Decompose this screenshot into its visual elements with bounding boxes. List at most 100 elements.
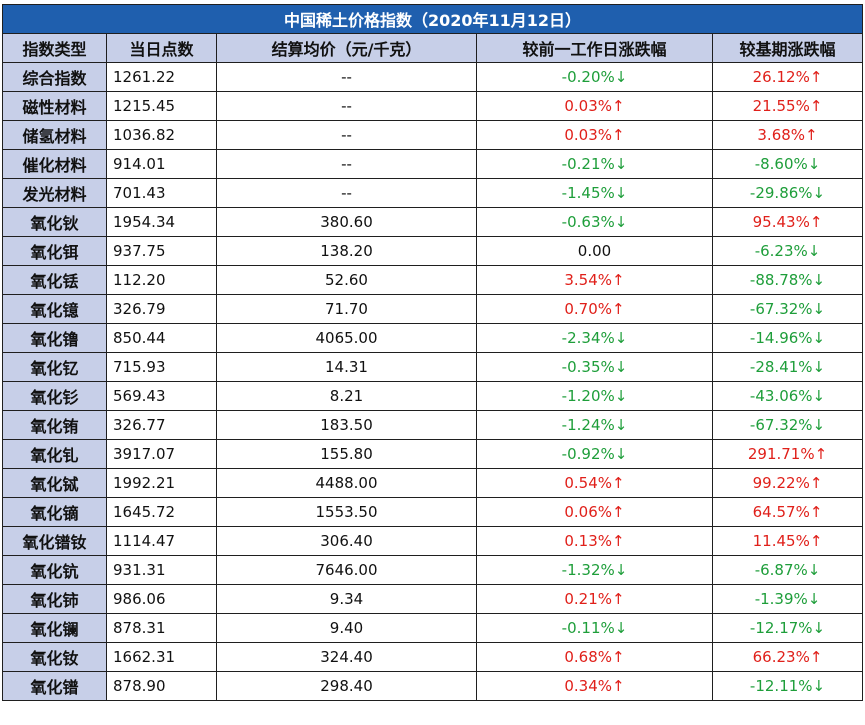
row-change-base: -1.39%↓: [711, 584, 864, 614]
row-settlement-price: 324.40: [216, 642, 477, 672]
table-body: 综合指数 1261.22 -- -0.20%↓ 26.12%↑ 磁性材料 1215.45 --…: [2, 62, 864, 701]
row-change-base: 64.57%↑: [711, 497, 864, 527]
row-change-base: -8.60%↓: [711, 149, 864, 179]
row-change-base: -88.78%↓: [711, 265, 864, 295]
row-name: 氧化镝: [2, 497, 107, 527]
header-change-base: 较基期涨跌幅: [711, 33, 864, 63]
table-row: 储氢材料 1036.82 -- 0.03%↑ 3.68%↑: [2, 120, 864, 150]
row-change-base: 99.22%↑: [711, 468, 864, 498]
row-name: 氧化铥: [2, 265, 107, 295]
row-index-points: 937.75: [106, 236, 217, 266]
row-name: 氧化钪: [2, 555, 107, 585]
row-change-prev-day: 3.54%↑: [476, 265, 713, 295]
header-change-prev-day: 较前一工作日涨跌幅: [476, 33, 713, 63]
row-index-points: 326.79: [106, 294, 217, 324]
row-change-prev-day: -0.21%↓: [476, 149, 713, 179]
table-row: 综合指数 1261.22 -- -0.20%↓ 26.12%↑: [2, 62, 864, 92]
row-index-points: 701.43: [106, 178, 217, 208]
row-change-prev-day: 0.03%↑: [476, 120, 713, 150]
row-index-points: 326.77: [106, 410, 217, 440]
row-name: 氧化镨钕: [2, 526, 107, 556]
table-row: 氧化铒 937.75 138.20 0.00 -6.23%↓: [2, 236, 864, 266]
row-name: 氧化钇: [2, 352, 107, 382]
row-change-prev-day: 0.34%↑: [476, 671, 713, 701]
row-settlement-price: --: [216, 178, 477, 208]
title-row: 中国稀土价格指数（2020年11月12日）: [1, 4, 864, 34]
table-row: 氧化镨 878.90 298.40 0.34%↑ -12.11%↓: [2, 671, 864, 701]
table-row: 氧化钪 931.31 7646.00 -1.32%↓ -6.87%↓: [2, 555, 864, 585]
row-change-base: -28.41%↓: [711, 352, 864, 382]
row-index-points: 986.06: [106, 584, 217, 614]
row-name: 氧化镱: [2, 294, 107, 324]
row-index-points: 1261.22: [106, 62, 217, 92]
row-change-base: 291.71%↑: [711, 439, 864, 469]
row-change-prev-day: -1.20%↓: [476, 381, 713, 411]
row-settlement-price: --: [216, 149, 477, 179]
row-index-points: 1645.72: [106, 497, 217, 527]
row-change-prev-day: -0.11%↓: [476, 613, 713, 643]
row-index-points: 878.90: [106, 671, 217, 701]
row-settlement-price: 298.40: [216, 671, 477, 701]
row-change-prev-day: -1.24%↓: [476, 410, 713, 440]
row-change-base: -6.87%↓: [711, 555, 864, 585]
table-title: 中国稀土价格指数（2020年11月12日）: [1, 4, 864, 34]
row-settlement-price: 138.20: [216, 236, 477, 266]
row-name: 氧化钬: [2, 207, 107, 237]
table-row: 磁性材料 1215.45 -- 0.03%↑ 21.55%↑: [2, 91, 864, 121]
row-index-points: 1662.31: [106, 642, 217, 672]
row-change-base: 3.68%↑: [711, 120, 864, 150]
row-change-prev-day: 0.03%↑: [476, 91, 713, 121]
row-change-base: 21.55%↑: [711, 91, 864, 121]
row-name: 氧化镨: [2, 671, 107, 701]
row-settlement-price: --: [216, 120, 477, 150]
row-index-points: 931.31: [106, 555, 217, 585]
table-row: 氧化铥 112.20 52.60 3.54%↑ -88.78%↓: [2, 265, 864, 295]
row-settlement-price: 14.31: [216, 352, 477, 382]
row-index-points: 914.01: [106, 149, 217, 179]
row-settlement-price: 71.70: [216, 294, 477, 324]
row-settlement-price: 306.40: [216, 526, 477, 556]
row-index-points: 3917.07: [106, 439, 217, 469]
header-row: 指数类型 当日点数 结算均价（元/千克） 较前一工作日涨跌幅 较基期涨跌幅: [2, 33, 864, 63]
row-settlement-price: 1553.50: [216, 497, 477, 527]
row-change-base: -12.11%↓: [711, 671, 864, 701]
row-change-prev-day: -0.63%↓: [476, 207, 713, 237]
table-row: 氧化镥 850.44 4065.00 -2.34%↓ -14.96%↓: [2, 323, 864, 353]
table-row: 发光材料 701.43 -- -1.45%↓ -29.86%↓: [2, 178, 864, 208]
row-change-prev-day: 0.06%↑: [476, 497, 713, 527]
row-change-prev-day: 0.68%↑: [476, 642, 713, 672]
row-index-points: 112.20: [106, 265, 217, 295]
row-name: 磁性材料: [2, 91, 107, 121]
table-row: 氧化铽 1992.21 4488.00 0.54%↑ 99.22%↑: [2, 468, 864, 498]
table-row: 氧化钆 3917.07 155.80 -0.92%↓ 291.71%↑: [2, 439, 864, 469]
row-name: 氧化钆: [2, 439, 107, 469]
row-change-prev-day: 0.21%↑: [476, 584, 713, 614]
row-change-prev-day: 0.00: [476, 236, 713, 266]
row-name: 催化材料: [2, 149, 107, 179]
row-change-base: -12.17%↓: [711, 613, 864, 643]
table-row: 氧化镱 326.79 71.70 0.70%↑ -67.32%↓: [2, 294, 864, 324]
row-index-points: 1992.21: [106, 468, 217, 498]
row-name: 氧化铽: [2, 468, 107, 498]
table-row: 氧化钐 569.43 8.21 -1.20%↓ -43.06%↓: [2, 381, 864, 411]
row-settlement-price: 7646.00: [216, 555, 477, 585]
row-index-points: 1036.82: [106, 120, 217, 150]
row-name: 发光材料: [2, 178, 107, 208]
row-change-base: -43.06%↓: [711, 381, 864, 411]
row-name: 氧化铕: [2, 410, 107, 440]
row-index-points: 569.43: [106, 381, 217, 411]
row-change-prev-day: -2.34%↓: [476, 323, 713, 353]
table-row: 氧化钇 715.93 14.31 -0.35%↓ -28.41%↓: [2, 352, 864, 382]
row-settlement-price: 4065.00: [216, 323, 477, 353]
row-change-base: -67.32%↓: [711, 410, 864, 440]
row-settlement-price: 8.21: [216, 381, 477, 411]
row-settlement-price: 155.80: [216, 439, 477, 469]
row-index-points: 715.93: [106, 352, 217, 382]
row-name: 氧化钕: [2, 642, 107, 672]
row-name: 氧化铈: [2, 584, 107, 614]
row-settlement-price: 52.60: [216, 265, 477, 295]
row-change-prev-day: 0.54%↑: [476, 468, 713, 498]
table-row: 氧化镝 1645.72 1553.50 0.06%↑ 64.57%↑: [2, 497, 864, 527]
row-settlement-price: 9.34: [216, 584, 477, 614]
price-index-table: 中国稀土价格指数（2020年11月12日） 指数类型 当日点数 结算均价（元/千…: [1, 4, 864, 701]
